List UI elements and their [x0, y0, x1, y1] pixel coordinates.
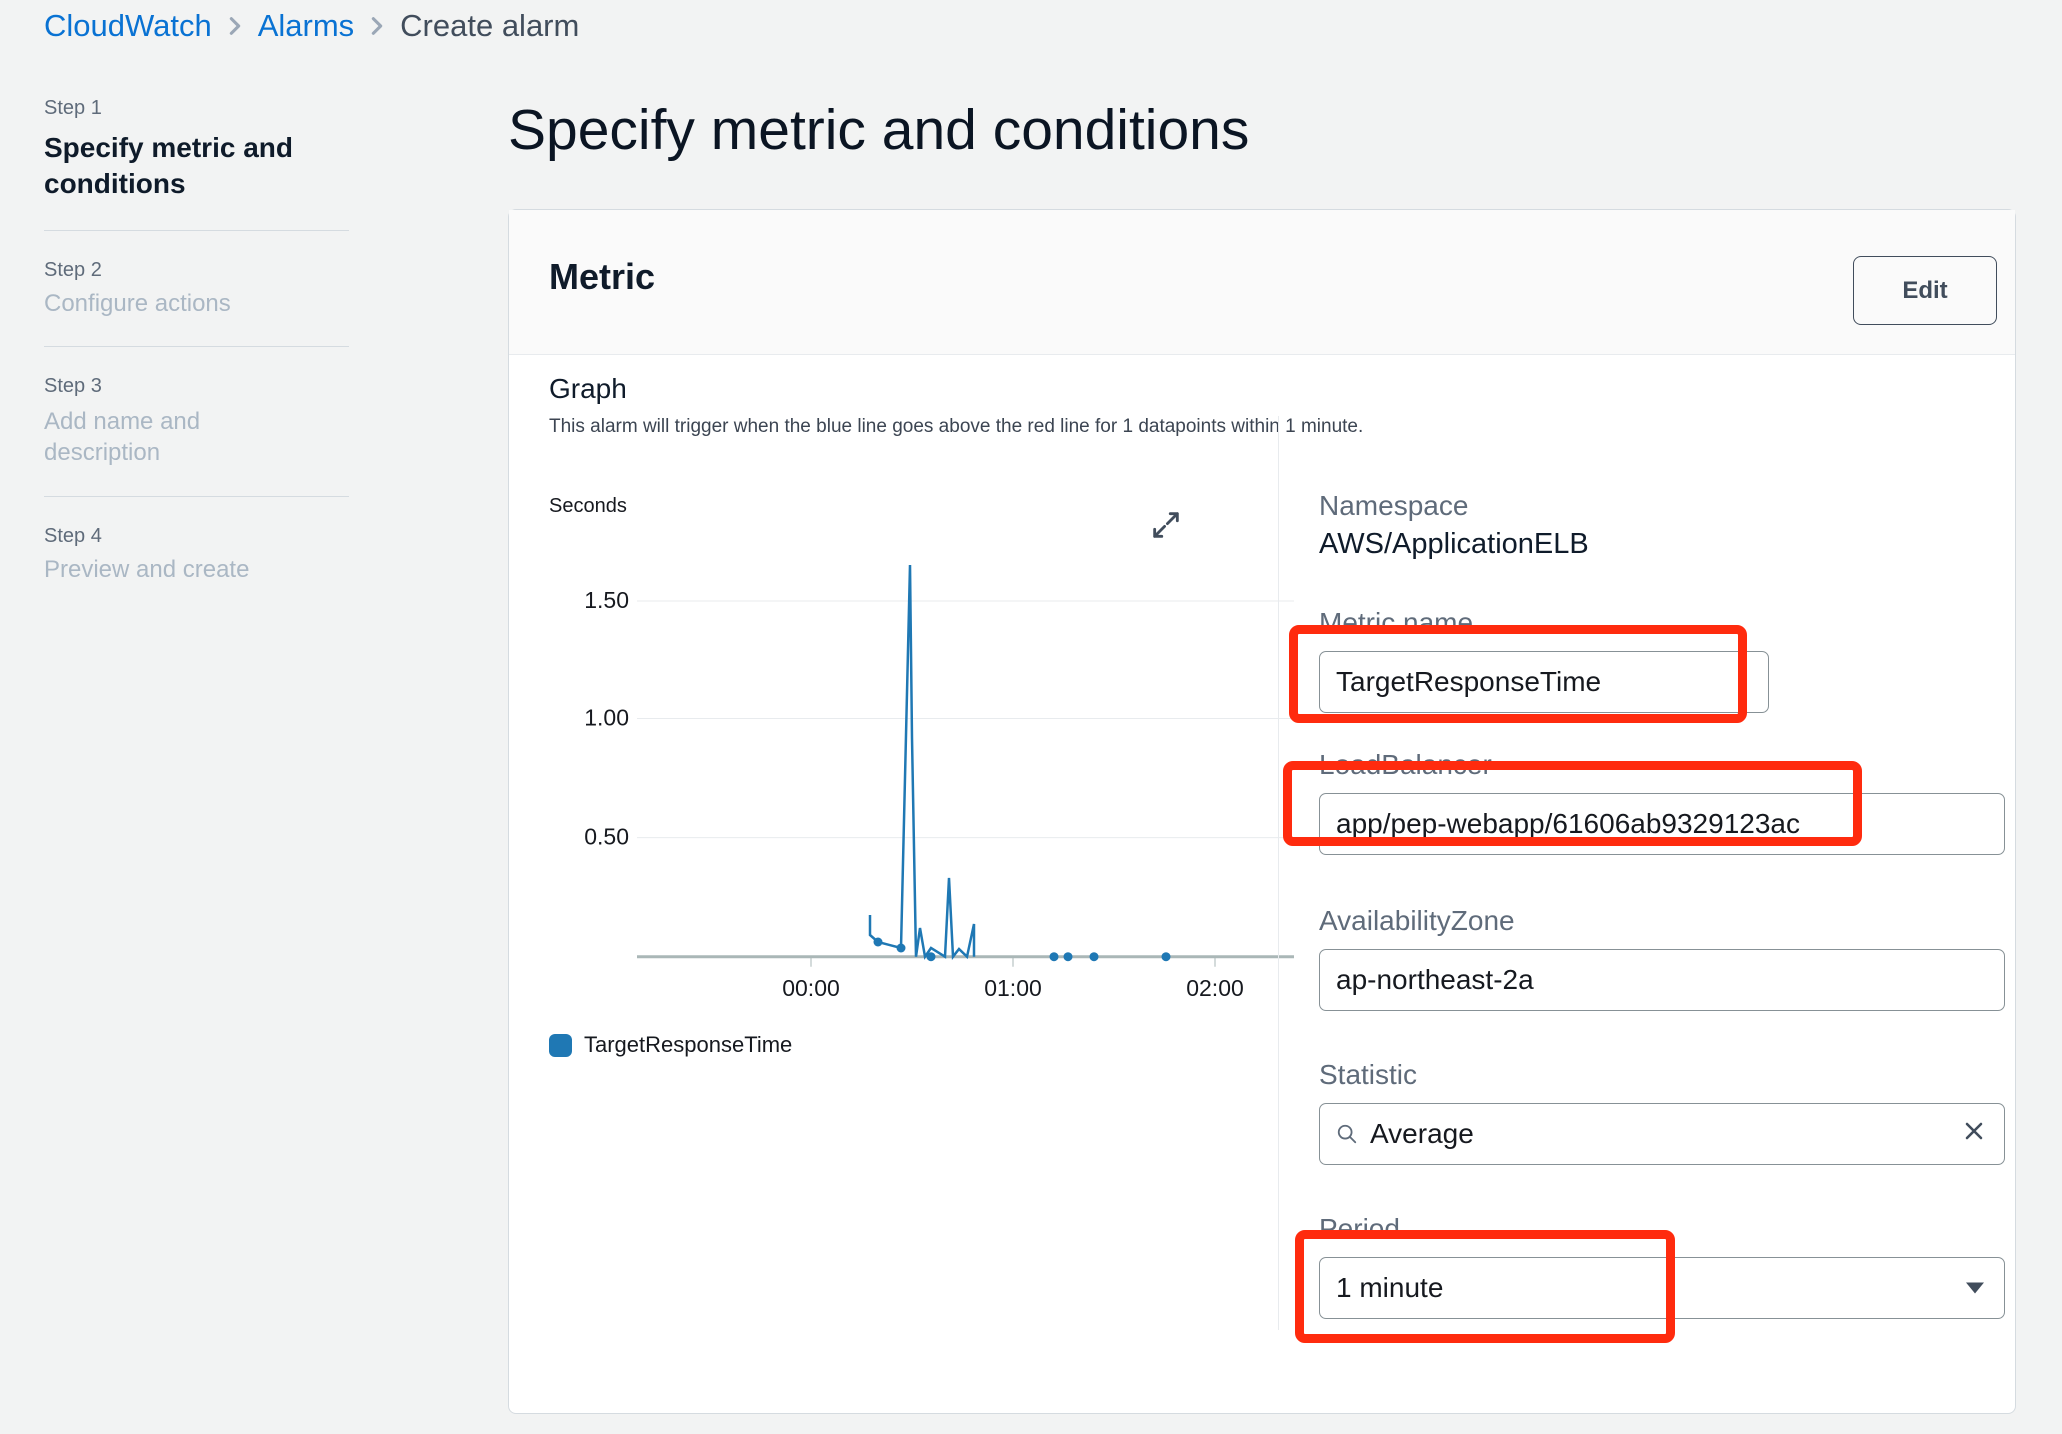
svg-text:01:00: 01:00: [984, 975, 1042, 1001]
svg-text:1.00: 1.00: [584, 705, 629, 731]
svg-text:02:00: 02:00: [1186, 975, 1244, 1001]
svg-text:00:00: 00:00: [782, 975, 840, 1001]
svg-text:1.50: 1.50: [584, 587, 629, 613]
svg-text:0.50: 0.50: [584, 824, 629, 850]
